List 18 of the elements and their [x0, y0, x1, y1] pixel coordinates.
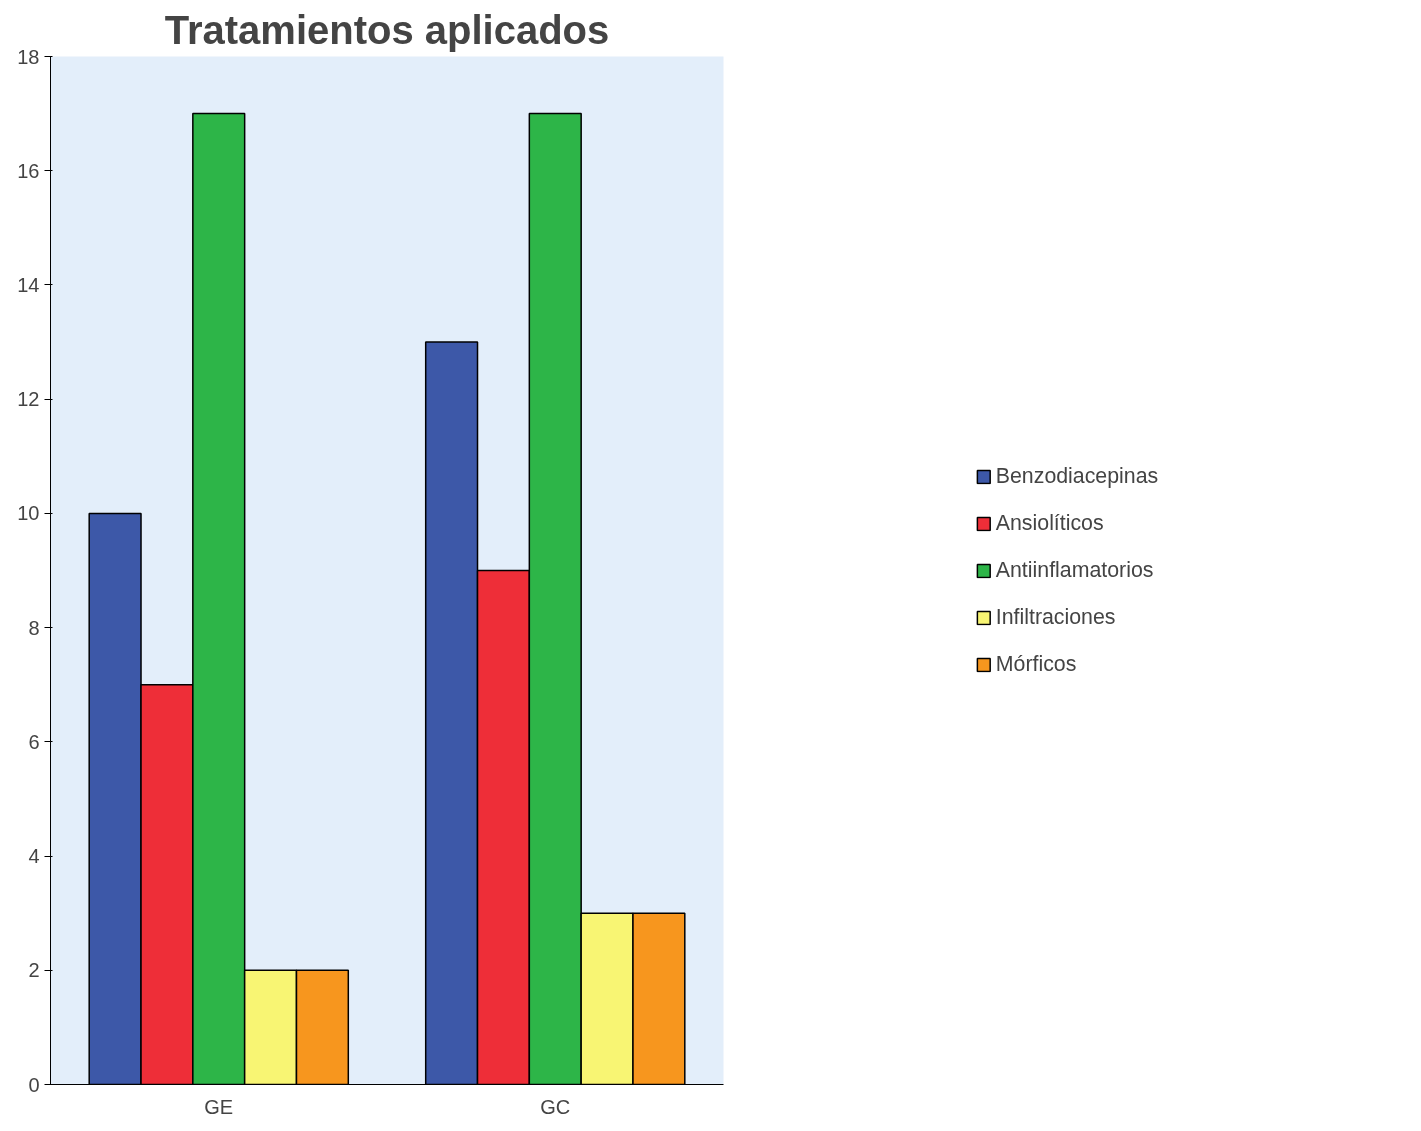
y-tick-label: 16	[17, 159, 40, 182]
x-tick-label: GC	[540, 1095, 571, 1118]
y-tick-label: 10	[17, 502, 40, 525]
legend-label: Infiltraciones	[995, 604, 1116, 630]
y-tick-label: 8	[28, 616, 40, 639]
y-tick-label: 14	[17, 273, 40, 296]
legend-label: Ansiolíticos	[995, 510, 1104, 536]
y-tick-label: 0	[28, 1073, 40, 1096]
legend-label: Antiinflamatorios	[995, 557, 1154, 583]
y-tick-label: 18	[17, 45, 40, 68]
x-tick-label: GE	[204, 1095, 234, 1118]
legend-label: Benzodiacepinas	[995, 463, 1159, 489]
y-tick-label: 12	[17, 388, 40, 411]
chart-title: Tratamientos aplicados	[164, 7, 610, 52]
y-tick-label: 2	[28, 959, 40, 982]
y-tick-label: 6	[28, 730, 40, 753]
y-tick-label: 4	[28, 845, 40, 868]
legend-label: Mórficos	[995, 651, 1077, 677]
